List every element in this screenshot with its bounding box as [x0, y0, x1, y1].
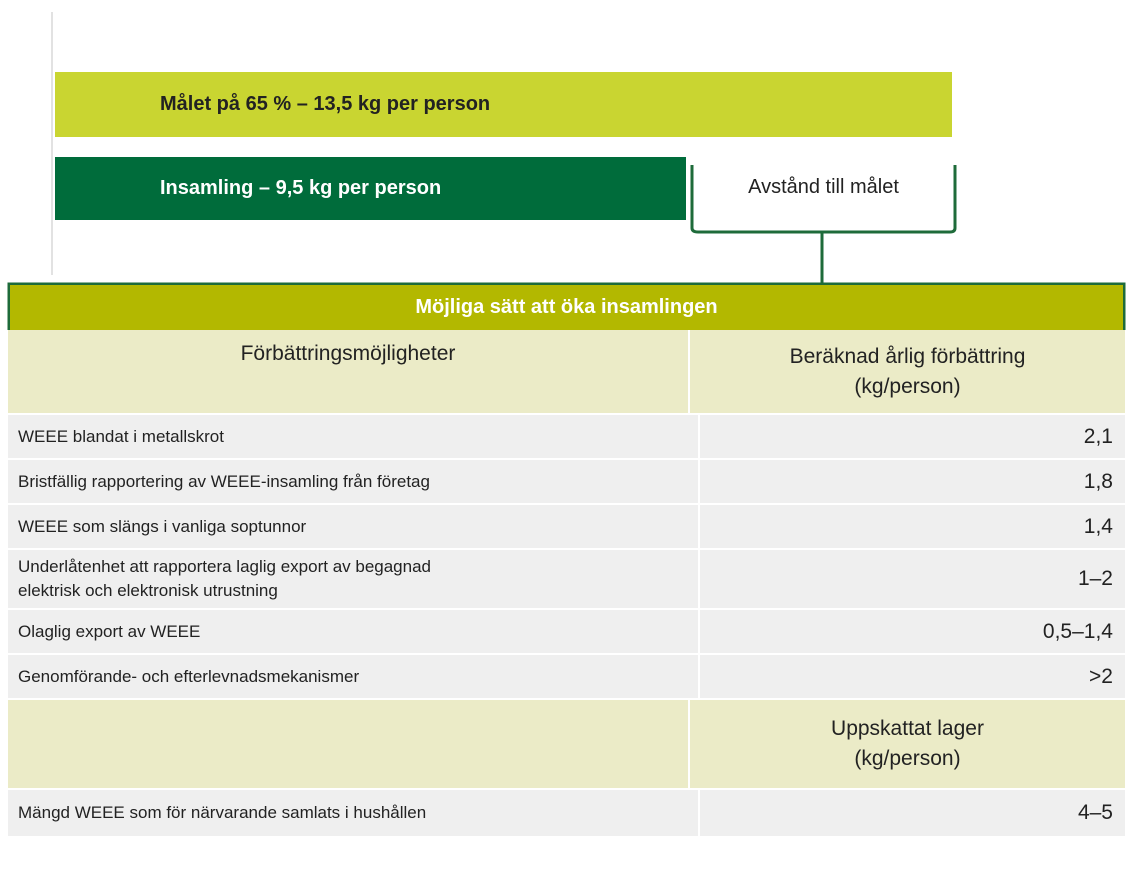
cell: Genomförande- och efterlevnadsmekanismer — [8, 655, 700, 698]
cell: WEEE blandat i metallskrot — [8, 415, 700, 458]
goal-text: Målet på 65 % – 13,5 kg per person — [160, 93, 491, 115]
header-cell: Förbättringsmöjligheter — [8, 330, 690, 413]
table-row: Bristfällig rapportering av WEEE-insamli… — [8, 460, 1125, 505]
goal-bar: Målet på 65 % – 13,5 kg per person — [55, 72, 952, 137]
table-row: Underlåtenhet att rapportera laglig expo… — [8, 550, 1125, 610]
gap-label: Avstånd till målet — [748, 176, 899, 198]
cell: 0,5–1,4 — [1042, 619, 1113, 643]
cell: Underlåtenhet att rapportera laglig expo… — [8, 550, 700, 608]
cell: 2,1 — [1083, 424, 1113, 448]
stock-header: Uppskattat lager (kg/person) — [8, 700, 1125, 790]
table-row: WEEE som slängs i vanliga soptunnor 1,4 — [8, 505, 1125, 550]
cell: 1–2 — [1077, 567, 1113, 590]
cell: Olaglig export av WEEE — [8, 610, 700, 653]
cell: 4–5 — [1077, 801, 1113, 824]
empty-cell — [8, 700, 690, 788]
collection-text: Insamling – 9,5 kg per person — [160, 177, 442, 199]
cell: WEEE som slängs i vanliga soptunnor — [8, 505, 700, 548]
cell: >2 — [1089, 664, 1113, 688]
cell: 1,4 — [1083, 514, 1113, 538]
table-row: Genomförande- och efterlevnadsmekanismer… — [8, 655, 1125, 700]
cell: 1,8 — [1083, 469, 1113, 493]
cell: Bristfällig rapportering av WEEE-insamli… — [8, 460, 700, 503]
collection-bar: Insamling – 9,5 kg per person — [55, 157, 686, 220]
table-title: Möjliga sätt att öka insamlingen — [10, 285, 1123, 330]
header-cell: Beräknad årlig förbättring (kg/person) — [789, 344, 1026, 398]
stock-row: Mängd WEEE som för närvarande samlats i … — [8, 790, 1125, 838]
cell: Uppskattat lager (kg/person) — [831, 717, 984, 770]
cell: Mängd WEEE som för närvarande samlats i … — [8, 790, 700, 836]
table-row: WEEE blandat i metallskrot 2,1 — [8, 415, 1125, 460]
table-header: Förbättringsmöjligheter Beräknad årlig f… — [8, 330, 1125, 415]
table-row: Olaglig export av WEEE 0,5–1,4 — [8, 610, 1125, 655]
